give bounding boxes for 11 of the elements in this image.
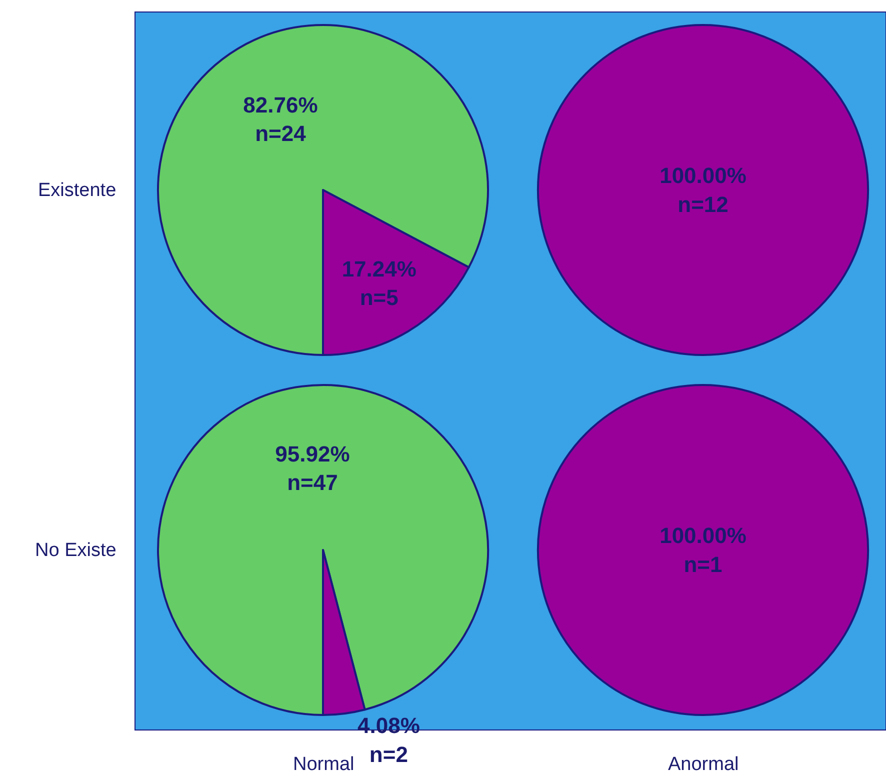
text: Anormal — [668, 754, 739, 775]
data-label: 82.76% n=24 — [243, 92, 318, 146]
data-label: 95.92% n=47 — [275, 441, 350, 495]
pie-slice — [157, 24, 489, 356]
text: Existente — [38, 180, 116, 201]
text: Normal — [293, 754, 354, 775]
data-label: 100.00% n=12 — [660, 163, 746, 217]
data-label: 100.00% n=1 — [660, 523, 746, 577]
data-label: 17.24% n=5 — [342, 256, 416, 310]
pie-slice — [157, 384, 489, 716]
text: No Existe — [35, 540, 116, 561]
